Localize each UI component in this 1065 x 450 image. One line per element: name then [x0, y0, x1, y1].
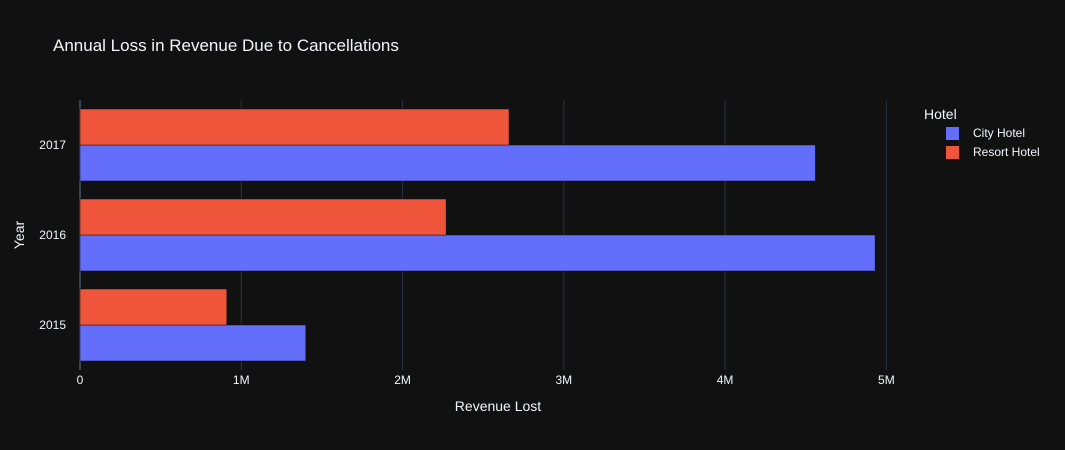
legend-swatch: [946, 127, 959, 140]
y-tick-label: 2015: [39, 318, 66, 332]
x-tick-label: 2M: [394, 373, 411, 387]
y-tick-label: 2016: [39, 228, 66, 242]
legend-title: Hotel: [924, 106, 957, 122]
bars: [79, 108, 876, 362]
legend[interactable]: Hotel City Hotel Resort Hotel: [924, 106, 1040, 159]
bar-resort-hotel-2017[interactable]: [79, 108, 510, 146]
bar-resort-hotel-2016[interactable]: [79, 198, 447, 236]
x-tick-label: 5M: [878, 373, 895, 387]
legend-label: City Hotel: [973, 126, 1025, 140]
x-tick-label: 1M: [233, 373, 250, 387]
legend-item-city-hotel[interactable]: City Hotel: [946, 126, 1025, 140]
bar-resort-hotel-2015[interactable]: [79, 288, 228, 326]
y-axis-title: Year: [11, 221, 27, 250]
bar-city-hotel-2015[interactable]: [79, 324, 307, 362]
legend-swatch: [946, 146, 959, 159]
bar-city-hotel-2016[interactable]: [79, 234, 876, 272]
x-axis-title: Revenue Lost: [455, 398, 542, 414]
chart-title: Annual Loss in Revenue Due to Cancellati…: [53, 36, 399, 55]
bar-city-hotel-2017[interactable]: [79, 144, 816, 182]
y-tick-label: 2017: [39, 138, 66, 152]
legend-label: Resort Hotel: [973, 145, 1040, 159]
x-tick-label: 4M: [717, 373, 734, 387]
x-tick-labels: 0 1M 2M 3M 4M 5M: [77, 373, 895, 387]
x-tick-label: 0: [77, 373, 84, 387]
y-tick-labels: 2015 2016 2017: [39, 138, 66, 332]
legend-item-resort-hotel[interactable]: Resort Hotel: [946, 145, 1040, 159]
x-tick-label: 3M: [555, 373, 572, 387]
